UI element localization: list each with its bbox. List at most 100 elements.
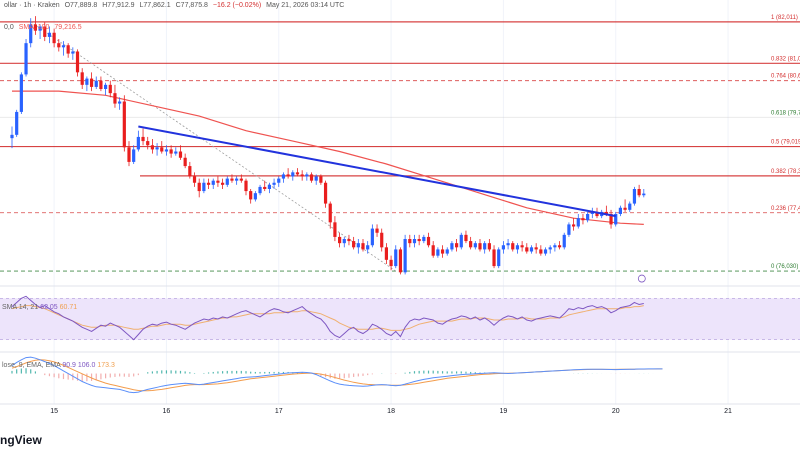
candle-body-69: [333, 222, 337, 237]
candle-body-36: [178, 151, 183, 158]
candle-body-98: [469, 241, 473, 248]
candle-body-128: [609, 214, 613, 225]
candle-body-121: [576, 218, 580, 227]
rsi-legend-value: 62.05: [40, 304, 58, 311]
candle-body-118: [562, 234, 566, 248]
candle-body-120: [572, 224, 576, 227]
candle-body-77: [370, 228, 374, 246]
candle-body-61: [295, 172, 300, 175]
candle-body-123: [586, 214, 590, 221]
candle-body-97: [464, 234, 468, 242]
fib-label-0_764: 0.764 (80,600): [771, 74, 800, 80]
candle-body-44: [216, 180, 220, 183]
rsi-legend-name: SMA: [2, 304, 17, 311]
bearish-trend-line: [138, 125, 616, 218]
fib-label-0_236: 0.236 (77,430): [771, 206, 800, 212]
candle-body-71: [342, 239, 346, 244]
candle-body-102: [487, 243, 491, 250]
candle-body-133: [632, 189, 637, 204]
macd-line: [11, 356, 663, 394]
candle-body-89: [426, 236, 431, 246]
candle-body-4: [29, 24, 33, 44]
candle-body-129: [614, 214, 618, 225]
candle-body-81: [389, 259, 393, 267]
candle-body-51: [249, 191, 253, 200]
candle-body-57: [277, 178, 281, 183]
candle-body-0: [10, 134, 14, 139]
x-tick-label-20: 20: [612, 408, 620, 415]
candle-body-93: [445, 249, 449, 254]
candle-body-85: [408, 239, 412, 244]
candle-body-26: [132, 149, 136, 162]
symbol-label: ollar · 1h · Kraken: [4, 2, 60, 9]
candle-body-58: [281, 174, 286, 179]
candle-body-95: [455, 243, 459, 248]
candle-body-55: [267, 184, 271, 189]
tradingview-brand: ngView: [0, 433, 42, 447]
candle-body-39: [192, 176, 197, 183]
candle-body-23: [118, 101, 122, 104]
x-tick-label-21: 21: [724, 408, 732, 415]
candle-body-111: [529, 247, 534, 252]
candle-body-30: [150, 145, 154, 150]
open-value: O77,889.8: [64, 2, 98, 9]
candle-body-7: [43, 26, 47, 37]
candle-body-66: [319, 176, 323, 183]
candle-body-13: [71, 51, 75, 54]
candle-body-132: [628, 203, 632, 210]
high-value: H77,912.9: [102, 2, 135, 9]
candle-body-131: [623, 207, 627, 210]
candle-body-112: [534, 247, 538, 250]
candle-body-74: [356, 243, 360, 248]
published-date: May 21, 2026 03:14 UTC: [266, 2, 345, 9]
candle-body-100: [478, 243, 482, 250]
macd-legend-name: lose, 9, EMA, EMA: [2, 362, 61, 369]
candle-body-80: [384, 247, 388, 260]
candle-body-43: [211, 180, 215, 185]
candle-body-16: [85, 78, 89, 85]
candle-body-27: [136, 136, 140, 150]
candle-body-10: [57, 43, 61, 48]
x-tick-label-15: 15: [50, 408, 58, 415]
candle-body-6: [38, 26, 42, 31]
rsi-legend-params: 14, 21: [18, 304, 39, 311]
candle-body-54: [263, 186, 267, 189]
candle-body-115: [548, 247, 552, 250]
candle-body-24: [122, 101, 126, 148]
fib-label-0: 0 (76,030): [771, 264, 798, 270]
candle-body-2: [19, 74, 23, 112]
sma-legend-name: SMA, 100: [18, 24, 50, 31]
sma-100-line: [12, 90, 644, 225]
candle-body-46: [225, 178, 229, 185]
candle-body-116: [553, 245, 557, 248]
x-tick-label-19: 19: [500, 408, 508, 415]
close-value: C77,875.8: [175, 2, 208, 9]
candle-body-18: [94, 80, 98, 87]
candle-body-42: [206, 182, 211, 185]
candle-body-45: [221, 182, 225, 185]
candle-body-84: [403, 239, 407, 273]
candle-body-82: [394, 249, 398, 267]
fib-label-0_5: 0.5 (79,019): [771, 140, 800, 146]
candle-body-127: [604, 211, 608, 214]
candle-body-78: [375, 228, 379, 233]
candle-body-59: [286, 174, 290, 177]
candle-body-119: [567, 224, 571, 235]
candle-body-103: [492, 249, 496, 267]
candle-body-12: [66, 45, 70, 54]
candle-body-47: [230, 178, 234, 181]
candle-body-76: [366, 245, 370, 250]
candle-body-60: [291, 172, 295, 177]
candle-body-125: [595, 211, 599, 217]
fib-label-0_618: 0.618 (79,720): [771, 110, 800, 116]
candle-body-52: [253, 193, 257, 200]
macd-legend-value1: 90.9: [62, 362, 76, 369]
candle-body-49: [239, 178, 243, 181]
rsi-band: [0, 298, 800, 340]
candle-body-114: [543, 249, 548, 254]
candle-body-68: [328, 203, 332, 223]
candle-body-38: [188, 166, 192, 177]
candle-body-72: [347, 239, 351, 242]
